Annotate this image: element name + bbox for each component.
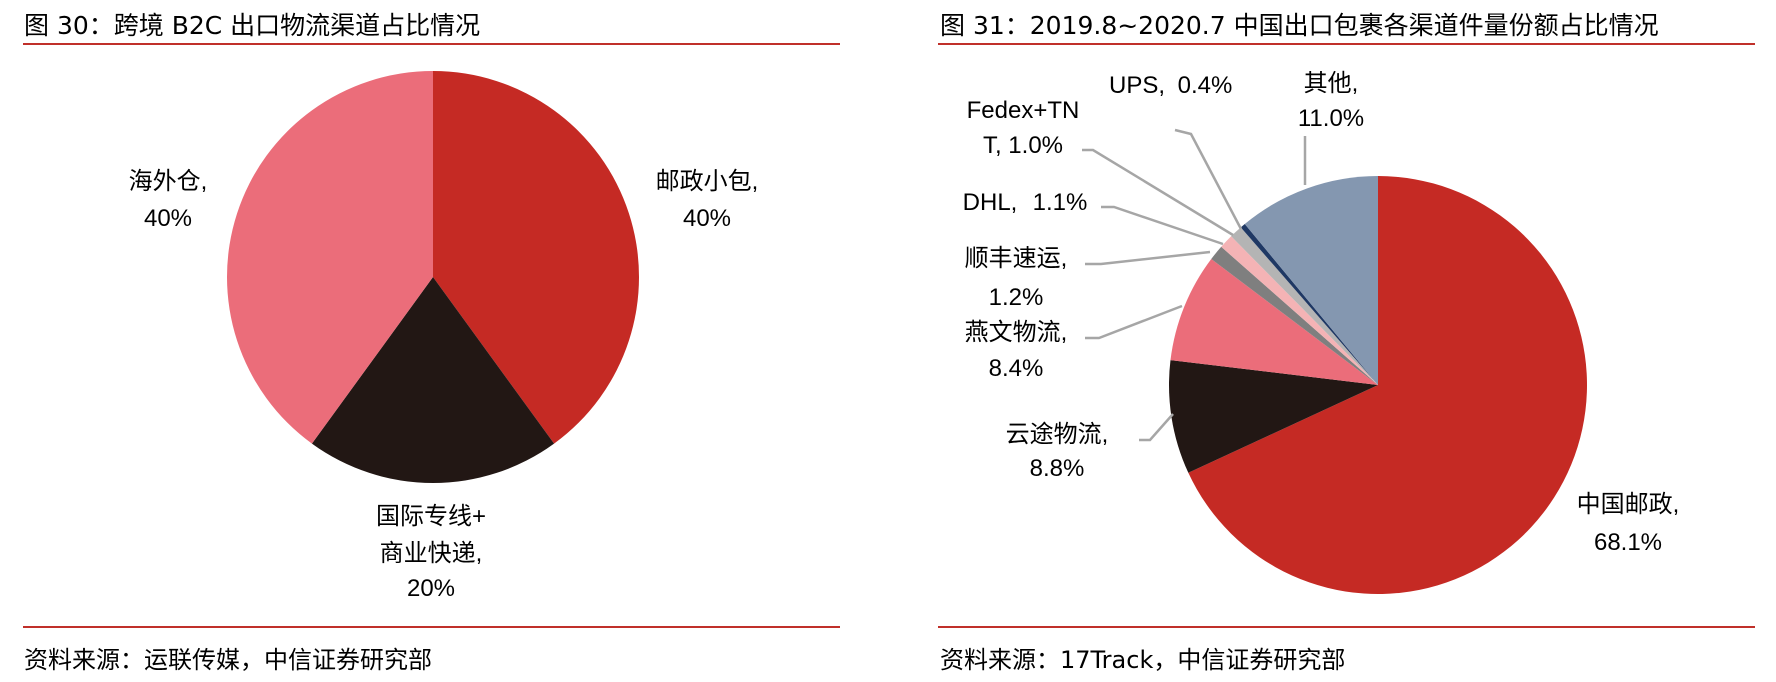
pie-left-slice-2 — [226, 71, 433, 444]
value-yuntu: 8.8% — [1030, 455, 1085, 482]
chart-left-title: 图 30：跨境 B2C 出口物流渠道占比情况 — [24, 11, 481, 40]
leader-line-ups — [1174, 128, 1243, 230]
value-other: 11.0% — [1298, 105, 1364, 132]
source-rule-right — [938, 626, 1755, 628]
label-left-express-1: 国际专线+ — [376, 503, 486, 530]
label-left-overseas: 海外仓, — [129, 168, 208, 195]
value-ups: 0.4% — [1178, 72, 1233, 99]
leader-line-fedex — [1082, 148, 1234, 237]
leader-line-sf — [1085, 250, 1211, 266]
value-yanwen: 8.4% — [989, 355, 1044, 382]
pie-right-slice-4 — [1221, 236, 1378, 385]
label-yuntu: 云途物流, — [1006, 421, 1109, 448]
pie-right — [1169, 176, 1588, 594]
pie-right-slice-0 — [1188, 176, 1588, 594]
pie-left — [226, 71, 640, 483]
source-rule-left — [23, 626, 840, 628]
pie-left-slice-1 — [311, 277, 555, 483]
title-rule-right — [938, 43, 1755, 45]
label-left-postal: 邮政小包, — [656, 168, 759, 195]
leader-line-yanwen — [1085, 304, 1183, 340]
source-left: 资料来源：运联传媒，中信证券研究部 — [24, 646, 432, 674]
pie-right-slice-7 — [1244, 176, 1378, 385]
value-left-postal: 40% — [683, 205, 731, 232]
pie-right-slice-3 — [1211, 246, 1378, 385]
value-sf: 1.2% — [989, 284, 1044, 311]
value-left-express: 20% — [407, 575, 455, 602]
leader-line-yuntu — [1139, 413, 1174, 442]
value-china-post: 68.1% — [1594, 529, 1662, 556]
label-left-express-2: 商业快递, — [380, 540, 483, 567]
chart-right-title: 图 31：2019.8~2020.7 中国出口包裹各渠道件量份额占比情况 — [940, 11, 1659, 40]
leader-lines — [1082, 128, 1307, 442]
title-rule-left — [23, 43, 840, 45]
leader-line-dhl — [1101, 205, 1224, 246]
label-ups: UPS, — [1109, 72, 1165, 99]
label-yanwen: 燕文物流, — [965, 319, 1068, 346]
pie-right-slice-5 — [1231, 227, 1378, 385]
label-other: 其他, — [1304, 70, 1359, 97]
pie-right-slice-1 — [1169, 360, 1378, 473]
value-left-overseas: 40% — [144, 205, 192, 232]
pie-right-slice-2 — [1170, 258, 1378, 385]
pie-right-slice-6 — [1240, 223, 1378, 385]
value-dhl: 1.1% — [1033, 189, 1088, 216]
label-dhl: DHL, — [963, 189, 1018, 216]
label-china-post: 中国邮政, — [1577, 491, 1680, 518]
label-fedex-2: T, 1.0% — [983, 132, 1063, 159]
pie-left-slice-0 — [433, 71, 640, 444]
label-sf: 顺丰速运, — [965, 245, 1068, 272]
source-right: 资料来源：17Track，中信证券研究部 — [940, 646, 1346, 674]
label-fedex-1: Fedex+TN — [967, 97, 1080, 124]
